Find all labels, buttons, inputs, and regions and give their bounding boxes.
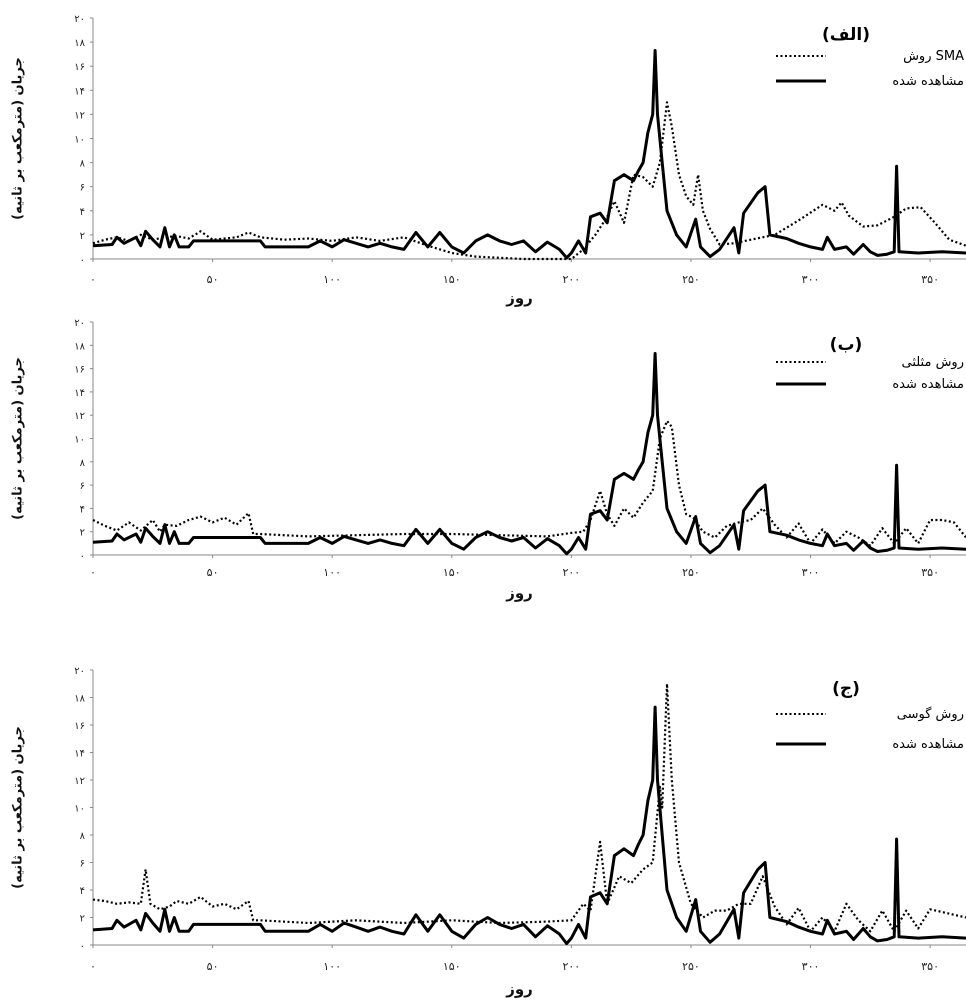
y-tick-label: ۱۸ (74, 694, 85, 705)
y-tick-label: ۱۲ (74, 110, 85, 121)
y-tick-label: ۱۰ (74, 135, 85, 146)
y-tick-label: ۰ (80, 941, 85, 952)
x-tick-label: ۱۰۰ (323, 960, 341, 973)
y-tick-label: ۱۴ (74, 86, 85, 97)
x-axis-label: روز (505, 980, 533, 998)
x-tick-label: ۱۰۰ (323, 273, 341, 286)
x-tick-label: ۱۵۰ (443, 566, 461, 579)
y-tick-label: ۱۶ (74, 721, 85, 732)
x-tick-label: ۳۰۰ (802, 960, 820, 973)
y-tick-label: ۱۸ (74, 38, 85, 49)
x-axis-label: روز (505, 289, 533, 307)
x-tick-label: ۲۵۰ (682, 960, 700, 973)
x-tick-label: ۳۰۰ (802, 273, 820, 286)
y-tick-label: ۱۰ (74, 804, 85, 815)
x-axis-label: روز (505, 584, 533, 602)
y-tick-label: ۲۰ (74, 14, 85, 25)
legend-label: روش گوسی (897, 706, 964, 722)
y-axis-label: جریان (مترمکعب بر ثانیه) (11, 726, 26, 889)
x-tick-label: ۵۰ (207, 566, 219, 579)
y-tick-label: ۲ (80, 231, 85, 242)
y-tick-label: ۶ (80, 859, 85, 870)
x-tick-label: ۳۵۰ (921, 566, 939, 579)
y-tick-label: ۴ (80, 207, 85, 218)
panel-title: (ب) (830, 335, 863, 355)
y-tick-label: ۲ (80, 528, 85, 539)
x-tick-label: ۲۵۰ (682, 566, 700, 579)
y-tick-label: ۱۶ (74, 62, 85, 73)
x-tick-label: ۱۰۰ (323, 566, 341, 579)
x-tick-label: ۲۰۰ (562, 273, 580, 286)
x-tick-label: ۵۰ (207, 273, 219, 286)
legend-label: روش مثلثی (901, 355, 964, 370)
y-tick-label: ۰ (80, 255, 85, 266)
y-tick-label: ۰ (80, 551, 85, 562)
x-tick-label: ۲۰۰ (562, 960, 580, 973)
y-tick-label: ۶ (80, 481, 85, 492)
y-tick-label: ۱۲ (74, 776, 85, 787)
series-line-observed (92, 49, 966, 260)
x-tick-label: ۱۵۰ (443, 273, 461, 286)
y-tick-label: ۲ (80, 914, 85, 925)
y-tick-label: ۱۴ (74, 749, 85, 760)
y-tick-label: ۱۰ (74, 435, 85, 446)
legend-label: مشاهده شده (892, 377, 964, 392)
series-line-model (92, 682, 966, 933)
y-tick-label: ۱۸ (74, 341, 85, 352)
x-tick-label: ۲۵۰ (682, 273, 700, 286)
x-tick-label: ۰ (90, 566, 96, 579)
series-line-observed (92, 352, 966, 556)
x-tick-label: ۲۰۰ (562, 566, 580, 579)
panel-title: (الف) (822, 25, 870, 45)
x-tick-label: ۳۵۰ (921, 960, 939, 973)
panel-title: (ج) (832, 679, 860, 699)
y-tick-label: ۴ (80, 886, 85, 897)
y-tick-label: ۱۲ (74, 411, 85, 422)
y-axis-label: جریان (مترمکعب بر ثانیه) (11, 57, 26, 220)
y-axis-label: جریان (مترمکعب بر ثانیه) (11, 357, 26, 520)
legend-label: مشاهده شده (892, 74, 964, 89)
y-tick-label: ۱۶ (74, 365, 85, 376)
x-tick-label: ۰ (90, 273, 96, 286)
y-tick-label: ۴ (80, 504, 85, 515)
y-tick-label: ۲۰ (74, 666, 85, 677)
y-tick-label: ۸ (80, 458, 86, 469)
y-tick-label: ۲۰ (74, 318, 85, 329)
x-tick-label: ۵۰ (207, 960, 219, 973)
legend-label: مشاهده شده (892, 737, 964, 752)
series-line-observed (92, 705, 966, 946)
x-tick-label: ۰ (90, 960, 96, 973)
series-line-model (92, 101, 966, 261)
y-tick-label: ۶ (80, 183, 85, 194)
y-tick-label: ۸ (80, 831, 86, 842)
series-line-model (92, 419, 966, 547)
y-tick-label: ۸ (80, 159, 86, 170)
x-tick-label: ۳۵۰ (921, 273, 939, 286)
x-tick-label: ۳۰۰ (802, 566, 820, 579)
legend-label: روش SMA (903, 49, 964, 64)
x-tick-label: ۱۵۰ (443, 960, 461, 973)
y-tick-label: ۱۴ (74, 388, 85, 399)
